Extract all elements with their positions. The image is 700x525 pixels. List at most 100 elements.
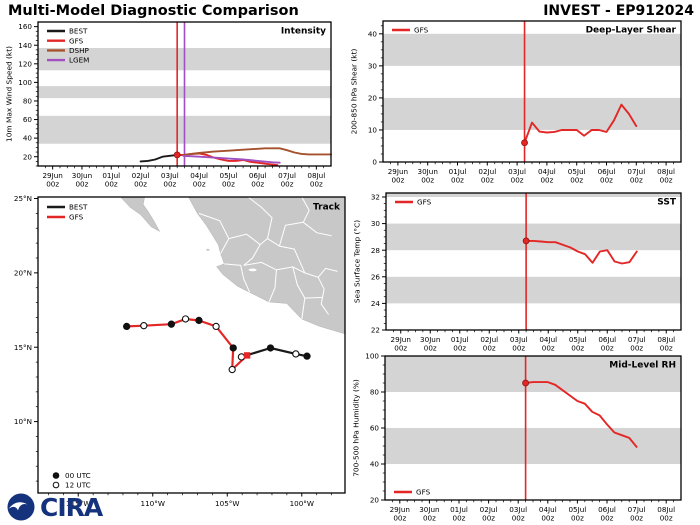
threshold-band <box>385 428 681 464</box>
x-tick-date: 03Jul <box>510 335 528 344</box>
x-tick-date: 05Jul <box>220 171 238 180</box>
x-tick-hour: 00z <box>453 514 466 523</box>
x-tick-date: 04Jul <box>538 167 556 176</box>
intensity-panel: 2040608010012014016029Jun00z30Jun00z01Ju… <box>5 21 332 189</box>
panel-label: Mid-Level RH <box>609 361 676 371</box>
island <box>206 248 210 251</box>
x-tick-hour: 00z <box>423 514 436 523</box>
track-point-00utc <box>229 344 237 352</box>
rh-x-axis: 29Jun00z30Jun00z01Jul00z02Jul00z03Jul00z… <box>390 500 675 523</box>
forecast-init-marker <box>522 237 530 245</box>
legend-label: LGEM <box>69 56 89 65</box>
forecast-init-marker <box>522 379 529 387</box>
x-tick-date: 29Jun <box>390 505 410 514</box>
x-tick-date: 08Jul <box>657 167 675 176</box>
x-tick-date: 07Jul <box>628 505 646 514</box>
x-tick-date: 04Jul <box>190 171 208 180</box>
x-tick-date: 02Jul <box>132 171 150 180</box>
y-tick-label: 30 <box>371 219 381 228</box>
lon-tick-label: 105°W <box>215 499 239 508</box>
shear-legend: GFS <box>392 26 429 35</box>
page-title: Multi-Model Diagnostic Comparison <box>8 3 299 19</box>
state-border <box>304 296 323 299</box>
y-tick-label: 28 <box>371 246 381 255</box>
x-tick-hour: 00z <box>105 180 118 189</box>
lon-tick-label: 100°W <box>290 499 314 508</box>
y-axis-title: 700-500 hPa Humidity (%) <box>352 379 361 477</box>
x-tick-date: 06Jul <box>598 335 616 344</box>
x-tick-hour: 00z <box>163 180 176 189</box>
sst-legend: GFS <box>395 198 432 207</box>
x-tick-hour: 00z <box>46 180 59 189</box>
legend-label: GFS <box>69 36 84 45</box>
x-tick-hour: 00z <box>421 176 434 185</box>
current-position-marker <box>243 352 251 359</box>
x-tick-hour: 00z <box>511 176 524 185</box>
baja-peninsula <box>120 197 161 232</box>
basemap <box>120 197 345 374</box>
shear-series-gfs <box>523 103 638 144</box>
x-tick-hour: 00z <box>281 180 294 189</box>
track-point-00utc <box>123 322 131 331</box>
panel-label: Intensity <box>281 27 326 37</box>
x-tick-hour: 00z <box>542 344 555 353</box>
y-tick-label: 0 <box>372 158 377 167</box>
x-tick-hour: 00z <box>451 176 464 185</box>
sst-panel: 22242628303229Jun00z30Jun00z01Jul00z02Ju… <box>353 192 682 353</box>
noaa-logo-icon <box>7 493 35 521</box>
x-tick-hour: 00z <box>453 344 466 353</box>
x-tick-hour: 00z <box>424 344 437 353</box>
y-tick-label: 20 <box>368 94 378 103</box>
lat-tick-label: 15°N <box>14 343 32 352</box>
x-tick-hour: 00z <box>601 344 614 353</box>
sst-series-gfs <box>525 239 638 265</box>
cira-logo: CIRA <box>40 492 103 522</box>
state-border <box>317 277 330 315</box>
x-tick-date: 02Jul <box>478 167 496 176</box>
x-tick-hour: 00z <box>541 514 554 523</box>
state-border <box>198 212 230 254</box>
y-tick-label: 140 <box>18 41 32 50</box>
storm-id-title: INVEST - EP912024 <box>543 3 694 19</box>
track-point-12utc <box>228 365 236 374</box>
x-tick-hour: 00z <box>660 344 673 353</box>
y-tick-label: 100 <box>18 78 32 87</box>
panel-label: SST <box>657 198 677 208</box>
lat-tick-label: 20°N <box>14 268 32 277</box>
legend-label: BEST <box>69 27 88 36</box>
sst-x-axis: 29Jun00z30Jun00z01Jul00z02Jul00z03Jul00z… <box>391 330 675 353</box>
forecast-init-marker <box>173 151 181 159</box>
threshold-band <box>385 356 681 392</box>
y-tick-label: 40 <box>368 29 378 38</box>
x-tick-hour: 00z <box>251 180 264 189</box>
state-border <box>268 269 277 303</box>
x-tick-date: 05Jul <box>568 167 586 176</box>
x-tick-date: 29Jun <box>391 335 411 344</box>
y-tick-label: 32 <box>371 193 380 202</box>
legend-label: GFS <box>416 488 431 497</box>
rh-legend: GFS <box>394 488 431 497</box>
x-tick-date: 06Jul <box>249 171 267 180</box>
track-point-12utc <box>140 322 148 330</box>
x-tick-hour: 00z <box>601 514 614 523</box>
lat-tick-label: 25°N <box>14 194 32 203</box>
y-tick-label: 40 <box>370 460 380 469</box>
x-tick-hour: 00z <box>482 514 495 523</box>
x-tick-date: 04Jul <box>539 505 557 514</box>
y-axis-title: 200-850 hPa Shear (kt) <box>350 49 359 135</box>
shear-x-axis: 29Jun00z30Jun00z01Jul00z02Jul00z03Jul00z… <box>388 162 675 185</box>
track-point-00utc <box>195 316 203 325</box>
x-tick-date: 07Jul <box>627 167 645 176</box>
x-tick-date: 06Jul <box>598 167 616 176</box>
x-tick-date: 07Jul <box>628 335 646 344</box>
y-tick-label: 10 <box>368 126 378 135</box>
x-tick-hour: 00z <box>394 344 407 353</box>
x-tick-hour: 00z <box>630 176 643 185</box>
legend-label: BEST <box>69 203 88 212</box>
x-tick-hour: 00z <box>630 344 643 353</box>
sst-y-axis: 22 24 26 28 30 32 <box>371 193 386 335</box>
x-tick-hour: 00z <box>222 180 235 189</box>
plot-frame <box>385 192 682 331</box>
x-tick-date: 03Jul <box>509 505 527 514</box>
